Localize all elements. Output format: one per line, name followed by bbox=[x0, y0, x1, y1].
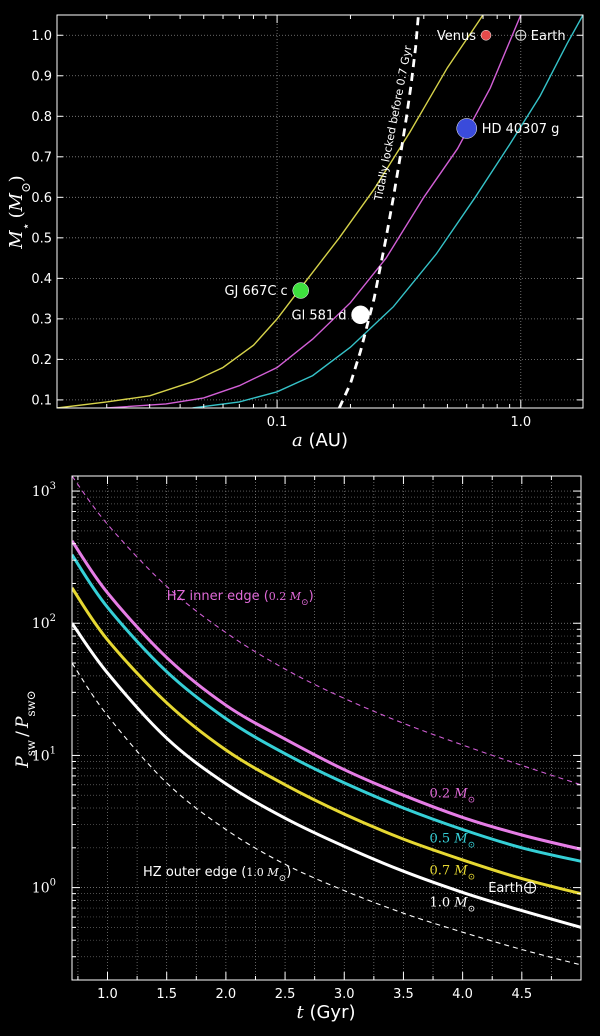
top-ytick-label: 0.2 bbox=[31, 353, 52, 368]
bottom-axes-frame bbox=[71, 475, 582, 981]
planet-label-gl-581-d: Gl 581 d bbox=[292, 308, 347, 323]
top-ytick-label: 0.3 bbox=[31, 312, 52, 327]
series-line-hz-outer-edge-1-0-m bbox=[72, 662, 581, 966]
svg-text:/: / bbox=[13, 731, 33, 737]
bottom-xtick-label: 2.5 bbox=[275, 987, 296, 1002]
top-ytick-label: 0.7 bbox=[31, 150, 52, 165]
series-line-1-0-m bbox=[72, 622, 581, 929]
earth-point-label: Earth bbox=[488, 881, 523, 896]
planet-label-hd-40307-g: HD 40307 g bbox=[482, 122, 560, 137]
top-ytick-label: 0.4 bbox=[31, 272, 52, 287]
top-xtick-label: 0.1 bbox=[267, 415, 288, 430]
planet-label-gj-667c-c: GJ 667C c bbox=[224, 284, 287, 299]
top-ytick-label: 0.9 bbox=[31, 69, 52, 84]
top-ytick-label: 0.6 bbox=[31, 191, 52, 206]
planet-point-gl-581-d bbox=[351, 305, 370, 325]
series-label-hz-inner-edge-0-2-m: HZ inner edge (0.2 M⊙) bbox=[167, 589, 314, 608]
earth-marker bbox=[524, 881, 537, 894]
bottom-xtick-label: 3.0 bbox=[334, 987, 355, 1002]
bottom-xtick-label: 2.0 bbox=[216, 987, 237, 1002]
bottom-ytick-label: 102 bbox=[32, 613, 56, 632]
bottom-x-axis-label: t (Gyr) bbox=[296, 1002, 355, 1023]
bottom-y-axis-label: Psw / Psw⊙ bbox=[13, 690, 38, 768]
svg-text:Psw⊙: Psw⊙ bbox=[13, 690, 38, 729]
svg-text:Psw: Psw bbox=[13, 739, 38, 769]
bottom-xtick-label: 4.0 bbox=[452, 987, 473, 1002]
top-grid bbox=[57, 15, 583, 408]
bottom-xtick-label: 3.5 bbox=[393, 987, 414, 1002]
top-series-line-2 bbox=[192, 15, 583, 408]
top-x-axis-label: a (AU) bbox=[292, 430, 348, 451]
top-ytick-label: 1.0 bbox=[31, 29, 52, 44]
series-label-1-0-m: 1.0 M⊙ bbox=[429, 895, 475, 914]
top-ytick-label: 0.5 bbox=[31, 231, 52, 246]
top-series-line-0 bbox=[57, 15, 484, 408]
planet-point-gj-667c-c bbox=[292, 282, 309, 299]
top-plot-area bbox=[57, 15, 583, 408]
series-label-0-2-m: 0.2 M⊙ bbox=[429, 787, 475, 806]
series-line-hz-inner-edge-0-2-m bbox=[72, 476, 581, 786]
top-y-axis-label: M⋆(M⊙) bbox=[6, 175, 33, 249]
planet-label-venus: Venus bbox=[437, 29, 476, 44]
bottom-xtick-label: 1.0 bbox=[97, 987, 118, 1002]
bottom-xtick-label: 4.5 bbox=[511, 987, 532, 1002]
series-label-hz-outer-edge-1-0-m: HZ outer edge (1.0 M⊙) bbox=[143, 865, 291, 884]
top-xtick-label: 1.0 bbox=[510, 415, 531, 430]
tidal-lock-line bbox=[338, 15, 420, 408]
chart-bottom-wind-pressure-vs-time: 0.2 M⊙ 0.5 M⊙ 0.7 M⊙ 1.0 M⊙ HZ inner edge (0… bbox=[13, 475, 582, 1023]
series-line-0-5-m bbox=[72, 553, 581, 863]
series-line-0-2-m bbox=[72, 540, 581, 851]
planet-point-venus bbox=[480, 30, 492, 41]
bottom-ytick-label: 100 bbox=[32, 878, 56, 897]
series-label-0-7-m: 0.7 M⊙ bbox=[429, 863, 475, 882]
earth-marker bbox=[515, 29, 527, 41]
series-line-0-7-m bbox=[72, 587, 581, 896]
series-label-0-5-m: 0.5 M⊙ bbox=[429, 831, 475, 850]
top-series bbox=[57, 15, 583, 408]
top-ytick-label: 0.8 bbox=[31, 110, 52, 125]
top-series-line-1 bbox=[106, 15, 522, 408]
top-axes-frame bbox=[56, 14, 584, 409]
bottom-ytick-label: 103 bbox=[32, 481, 56, 500]
bottom-series bbox=[72, 476, 581, 966]
bottom-xtick-label: 1.5 bbox=[156, 987, 177, 1002]
planet-point-hd-40307-g bbox=[456, 118, 477, 139]
planet-label-earth: Earth bbox=[531, 29, 566, 44]
top-ytick-label: 0.1 bbox=[31, 393, 52, 408]
